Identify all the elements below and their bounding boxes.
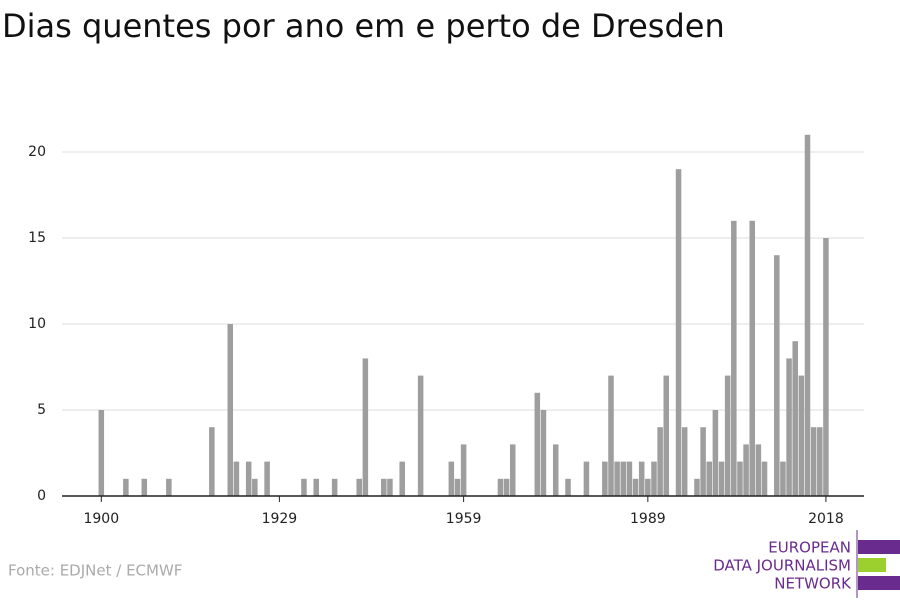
bar — [497, 478, 504, 496]
bar — [387, 478, 393, 496]
bar — [706, 461, 713, 496]
bar — [264, 461, 270, 496]
x-tick-label: 1900 — [83, 511, 119, 527]
x-tick-label: 2018 — [808, 511, 844, 527]
bar — [798, 375, 805, 496]
bar — [540, 410, 547, 496]
bar — [743, 444, 749, 496]
bar — [233, 461, 240, 496]
bar — [602, 461, 608, 496]
bar — [755, 444, 762, 496]
bar — [718, 461, 725, 496]
bar — [552, 444, 559, 496]
bar — [313, 478, 319, 496]
chart-title: Dias quentes por ano em e perto de Dresd… — [2, 7, 725, 45]
bar — [780, 461, 786, 496]
bar — [362, 358, 369, 496]
logo-text: NETWORK — [774, 575, 852, 593]
bar — [209, 427, 215, 496]
bar — [700, 427, 706, 496]
y-tick-label: 20 — [28, 144, 46, 160]
x-tick-label: 1929 — [262, 511, 298, 527]
bar — [774, 255, 780, 496]
bar — [123, 478, 129, 496]
bar — [817, 427, 823, 496]
bar — [792, 341, 798, 496]
bar — [804, 134, 811, 497]
bar — [331, 478, 338, 496]
bar — [694, 478, 700, 496]
bar — [227, 324, 234, 496]
logo-text: EUROPEAN — [768, 539, 851, 557]
bar — [565, 478, 571, 496]
logo-bar — [858, 540, 900, 554]
bar — [749, 220, 755, 497]
bar — [651, 461, 657, 496]
bar — [810, 427, 817, 496]
bar — [399, 461, 405, 496]
bar — [460, 444, 467, 496]
bar — [724, 375, 731, 496]
bar — [534, 392, 541, 496]
bar — [823, 238, 829, 496]
y-tick-label: 10 — [28, 316, 46, 332]
bar — [786, 358, 792, 496]
bar — [166, 478, 172, 496]
bar — [509, 444, 516, 496]
bar — [252, 478, 258, 496]
y-tick-label: 5 — [37, 402, 46, 418]
bar — [448, 461, 455, 496]
bar — [663, 375, 670, 496]
bar — [657, 427, 663, 496]
logo-bar — [858, 558, 886, 572]
bar — [712, 410, 719, 496]
bar — [761, 461, 768, 496]
bar — [583, 461, 590, 496]
y-tick-label: 0 — [37, 488, 46, 504]
bar — [737, 461, 743, 496]
bar — [381, 478, 387, 496]
bar — [245, 461, 252, 496]
bar — [620, 461, 627, 496]
bar — [731, 220, 737, 497]
bar — [638, 461, 645, 496]
bar — [356, 478, 362, 496]
bar — [614, 461, 620, 496]
bar — [645, 478, 651, 496]
bar — [417, 375, 424, 496]
bar — [632, 478, 639, 496]
bar — [681, 427, 688, 496]
bar — [608, 375, 614, 496]
bar — [675, 169, 682, 496]
logo-text: DATA JOURNALISM — [713, 557, 851, 575]
source: Fonte: EDJNet / ECMWF — [8, 562, 182, 580]
logo-bar — [858, 576, 900, 590]
bar — [454, 478, 461, 496]
bar — [503, 478, 510, 496]
bar — [141, 478, 148, 496]
bar — [98, 410, 105, 496]
x-tick-label: 1959 — [446, 511, 482, 527]
logo: EUROPEAN DATA JOURNALISM NETWORK — [713, 530, 900, 598]
bar — [301, 478, 307, 496]
y-tick-label: 15 — [28, 230, 46, 246]
x-tick-label: 1989 — [630, 511, 666, 527]
bar — [626, 461, 633, 496]
